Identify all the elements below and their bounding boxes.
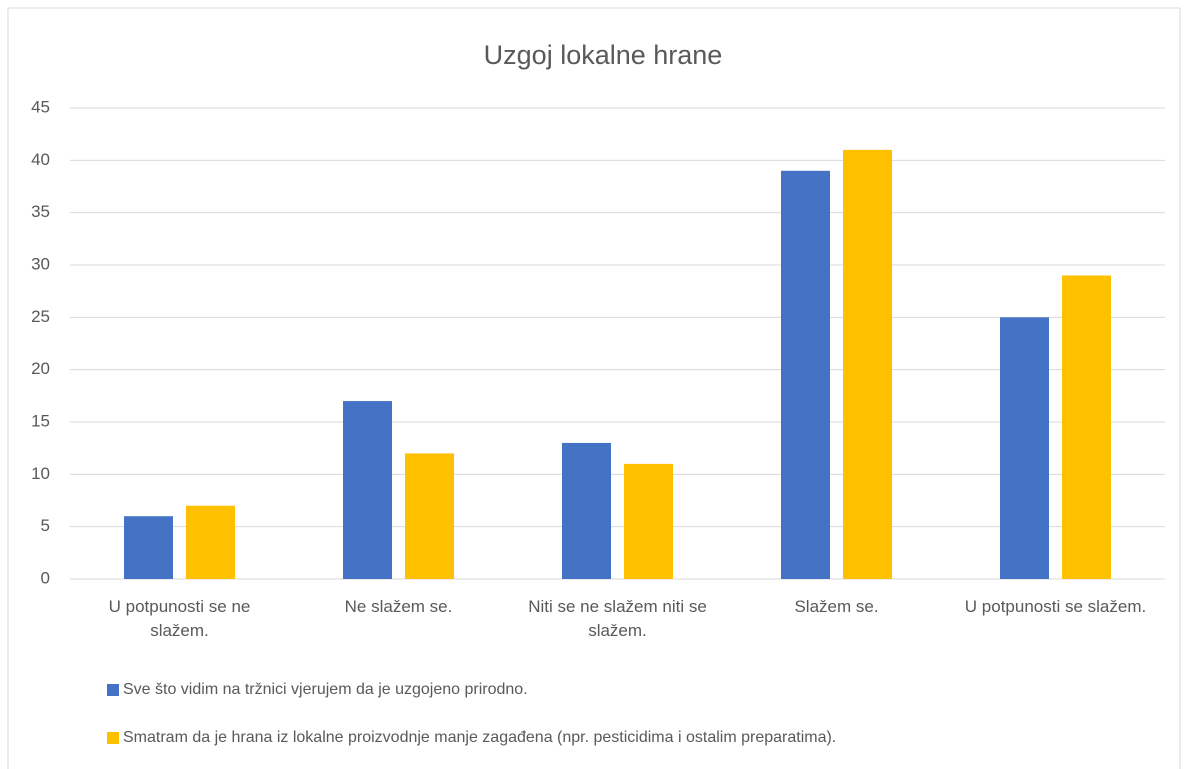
y-tick-label: 10	[31, 464, 50, 483]
chart-border	[7, 7, 1181, 769]
bar	[186, 505, 235, 579]
bar	[405, 453, 454, 579]
y-tick-label: 45	[31, 97, 50, 116]
x-tick-label: Slažem se.	[794, 597, 879, 616]
bar	[781, 170, 830, 580]
bar	[124, 516, 173, 579]
legend-swatch	[107, 684, 119, 696]
bar	[343, 401, 392, 579]
y-tick-label: 15	[31, 411, 50, 430]
y-tick-label: 30	[31, 254, 50, 273]
bar	[843, 149, 892, 579]
y-tick-label: 5	[41, 516, 50, 535]
x-tick-label: U potpunosti se ne slažem.	[108, 597, 251, 640]
y-tick-label: 25	[31, 307, 50, 326]
legend-label: Smatram da je hrana iz lokalne proizvodn…	[123, 729, 836, 746]
y-tick-label: 0	[41, 568, 50, 587]
x-tick-label: U potpunosti se slažem.	[964, 597, 1147, 616]
bar	[1062, 275, 1111, 579]
y-tick-label: 20	[31, 359, 50, 378]
y-tick-label: 35	[31, 202, 50, 221]
bar	[624, 463, 673, 579]
x-tick-label: Niti se ne slažem niti se slažem.	[528, 597, 707, 640]
y-tick-label: 40	[31, 150, 50, 169]
bar	[562, 442, 611, 579]
x-tick-label: Ne slažem se.	[344, 597, 453, 616]
legend-label: Sve što vidim na tržnici vjerujem da je …	[123, 681, 528, 698]
legend-swatch	[107, 732, 119, 744]
chart-title: Uzgoj lokalne hrane	[484, 40, 723, 70]
bar	[1000, 317, 1049, 579]
